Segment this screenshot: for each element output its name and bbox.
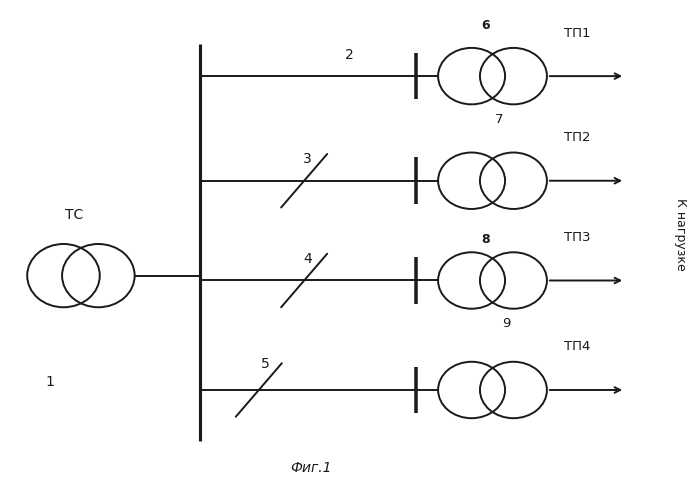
Text: 3: 3 <box>303 152 312 166</box>
Text: 6: 6 <box>481 20 490 32</box>
Text: ТП3: ТП3 <box>564 231 591 244</box>
Text: 4: 4 <box>303 252 312 266</box>
Text: 8: 8 <box>481 233 490 246</box>
Text: 9: 9 <box>503 317 511 330</box>
Text: 2: 2 <box>345 47 354 61</box>
Text: 7: 7 <box>495 113 504 125</box>
Text: ТП1: ТП1 <box>564 27 591 40</box>
Text: ТП2: ТП2 <box>564 131 591 144</box>
Text: ТС: ТС <box>65 208 83 222</box>
Text: ТП4: ТП4 <box>564 341 591 353</box>
Text: К нагрузке: К нагрузке <box>675 198 687 271</box>
Text: 1: 1 <box>45 375 54 389</box>
Text: 5: 5 <box>261 358 270 371</box>
Text: Фиг.1: Фиг.1 <box>290 461 332 475</box>
